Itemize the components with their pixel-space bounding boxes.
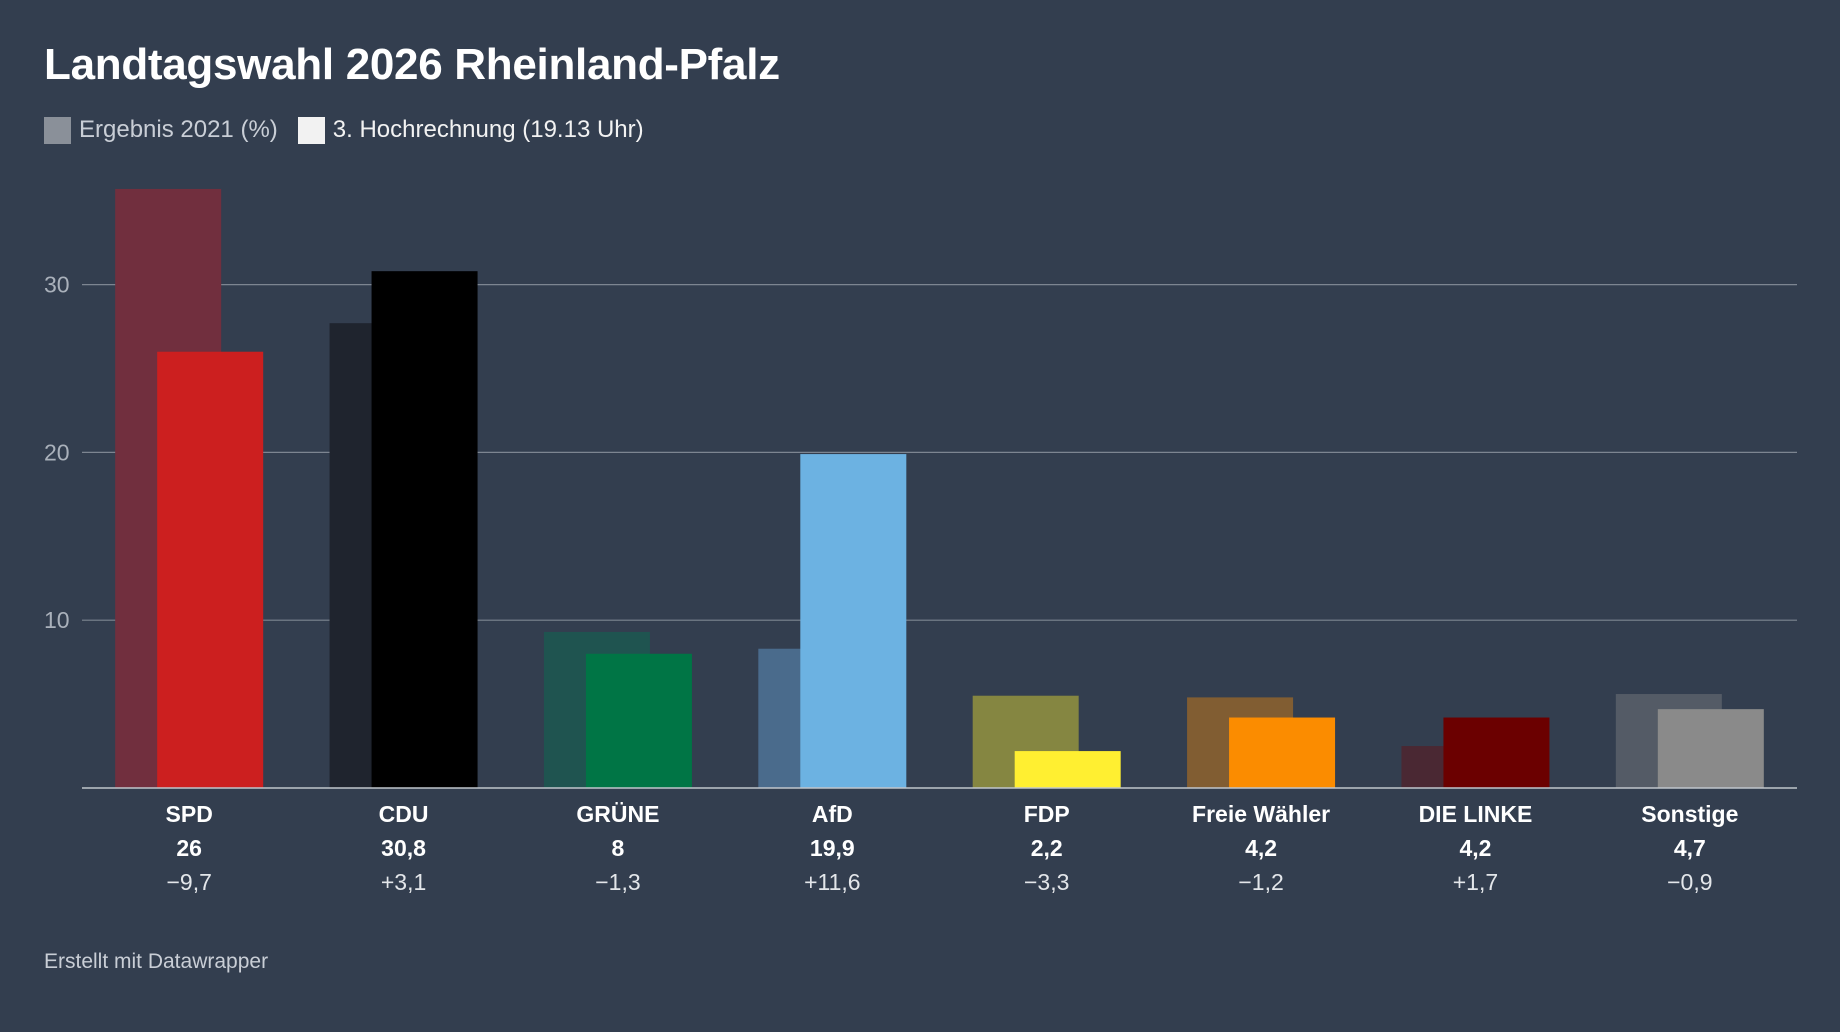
value-label-cdu: 30,8	[381, 835, 426, 861]
bar-group-spd: SPD 26 −9,7	[115, 188, 264, 895]
category-label-sonstige: Sonstige	[1641, 801, 1738, 827]
legend-swatch-current	[297, 116, 325, 144]
legend-item-current: 3. Hochrechnung (19.13 Uhr)	[297, 116, 644, 144]
bar-2026-afd	[800, 454, 907, 788]
category-label-cdu: CDU	[379, 801, 429, 827]
change-label-cdu: +3,1	[381, 869, 426, 895]
y-tick-label-10: 10	[44, 607, 70, 633]
category-label-spd: SPD	[166, 801, 213, 827]
y-tick-label-20: 20	[44, 439, 70, 465]
category-label-grüne: GRÜNE	[576, 801, 659, 827]
value-label-die-linke: 4,2	[1459, 835, 1491, 861]
change-label-fdp: −3,3	[1024, 869, 1069, 895]
change-label-grüne: −1,3	[595, 869, 640, 895]
value-label-fdp: 2,2	[1031, 835, 1063, 861]
legend-label-current: 3. Hochrechnung (19.13 Uhr)	[332, 116, 644, 143]
change-label-spd: −9,7	[166, 869, 211, 895]
legend-label-previous: Ergebnis 2021 (%)	[79, 116, 278, 143]
bar-2026-freie-wähler	[1229, 717, 1336, 788]
bar-group-fdp: FDP 2,2 −3,3	[972, 695, 1121, 895]
bar-2026-fdp	[1014, 751, 1121, 788]
bar-group-grüne: GRÜNE 8 −1,3	[543, 631, 692, 895]
category-label-die-linke: DIE LINKE	[1419, 801, 1533, 827]
value-label-freie-wähler: 4,2	[1245, 835, 1277, 861]
category-label-afd: AfD	[812, 801, 853, 827]
value-label-grüne: 8	[612, 835, 625, 861]
bar-2026-cdu	[371, 271, 478, 788]
bar-group-die-linke: DIE LINKE 4,2 +1,7	[1401, 717, 1550, 895]
change-label-freie-wähler: −1,2	[1238, 869, 1283, 895]
bar-2026-spd	[157, 351, 264, 788]
category-label-fdp: FDP	[1024, 801, 1070, 827]
value-label-spd: 26	[176, 835, 202, 861]
bar-2026-die-linke	[1443, 717, 1550, 788]
y-tick-label-30: 30	[44, 272, 70, 298]
bar-2026-grüne	[585, 653, 692, 788]
value-label-afd: 19,9	[810, 835, 855, 861]
legend-swatch-previous	[44, 116, 71, 144]
bar-group-freie-wähler: Freie Wähler 4,2 −1,2	[1187, 697, 1336, 895]
legend-item-previous: Ergebnis 2021 (%)	[44, 116, 278, 144]
bar-group-sonstige: Sonstige 4,7 −0,9	[1615, 694, 1764, 895]
bar-group-afd: AfD 19,9 +11,6	[758, 454, 907, 895]
bar-group-cdu: CDU 30,8 +3,1	[329, 271, 478, 895]
change-label-afd: +11,6	[804, 869, 861, 895]
change-label-sonstige: −0,9	[1667, 869, 1712, 895]
footer-credit: Erstellt mit Datawrapper	[44, 950, 269, 973]
chart-legend: Ergebnis 2021 (%) 3. Hochrechnung (19.13…	[44, 116, 644, 144]
category-label-freie-wähler: Freie Wähler	[1192, 801, 1330, 827]
value-label-sonstige: 4,7	[1674, 835, 1706, 861]
chart-title: Landtagswahl 2026 Rheinland-Pfalz	[44, 40, 780, 89]
bar-2026-sonstige	[1657, 709, 1764, 788]
change-label-die-linke: +1,7	[1453, 869, 1498, 895]
